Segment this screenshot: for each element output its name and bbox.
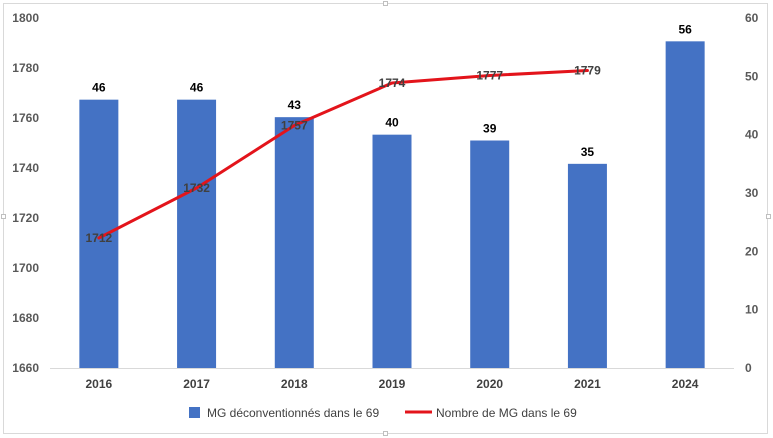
- y-left-tick-label: 1740: [12, 161, 39, 175]
- line-value-label: 1774: [379, 76, 406, 90]
- legend: MG déconventionnés dans le 69 Nombre de …: [189, 406, 577, 420]
- x-axis: 2016 2017 2018 2019 2020 2021 2024: [50, 368, 734, 391]
- x-tick-label: 2021: [574, 377, 601, 391]
- legend-swatch-bar: [189, 407, 200, 418]
- bar-value-label: 46: [92, 81, 106, 95]
- x-tick-label: 2017: [183, 377, 210, 391]
- line-path: [97, 69, 589, 240]
- line-value-label: 1712: [86, 231, 113, 245]
- y-left-tick-label: 1800: [12, 11, 39, 25]
- y-right-tick-label: 60: [745, 11, 759, 25]
- resize-handle-bottom[interactable]: [383, 431, 388, 436]
- resize-handle-right[interactable]: [766, 214, 771, 219]
- y-left-tick-label: 1680: [12, 311, 39, 325]
- y-left-tick-label: 1720: [12, 211, 39, 225]
- y-left-tick-label: 1780: [12, 61, 39, 75]
- bar-2024: [665, 41, 705, 368]
- y-right-tick-label: 30: [745, 186, 759, 200]
- resize-handle-top[interactable]: [383, 1, 388, 6]
- legend-label-line: Nombre de MG dans le 69: [436, 406, 577, 420]
- bar-value-label: 39: [483, 122, 497, 136]
- bar-2017: [177, 99, 217, 369]
- bar-value-label: 43: [288, 98, 302, 112]
- legend-label-bar: MG déconventionnés dans le 69: [207, 406, 379, 420]
- bar-value-label: 46: [190, 81, 204, 95]
- bar-2018: [274, 117, 314, 369]
- bar-series: [79, 41, 705, 369]
- x-tick-label: 2024: [672, 377, 699, 391]
- bar-value-label: 56: [678, 22, 692, 36]
- x-tick-label: 2020: [476, 377, 503, 391]
- line-value-label: 1757: [281, 119, 308, 133]
- y-right-tick-label: 10: [745, 303, 759, 317]
- y-left-tick-label: 1700: [12, 261, 39, 275]
- line-value-label: 1732: [183, 181, 210, 195]
- bar-value-label: 40: [385, 116, 399, 130]
- bar-2020: [470, 140, 510, 368]
- line-series: [97, 69, 589, 240]
- x-tick-label: 2016: [86, 377, 113, 391]
- y-right-tick-label: 50: [745, 69, 759, 83]
- bar-2021: [567, 163, 607, 368]
- x-tick-label: 2018: [281, 377, 308, 391]
- y-left-tick-label: 1660: [12, 361, 39, 375]
- y-axis-right: 0 10 20 30 40 50 60: [745, 11, 759, 375]
- bar-2016: [79, 99, 119, 369]
- line-value-label: 1777: [476, 69, 503, 83]
- y-right-tick-label: 0: [745, 361, 752, 375]
- bar-2019: [372, 134, 412, 368]
- line-value-label: 1779: [574, 64, 601, 78]
- y-right-tick-label: 20: [745, 244, 759, 258]
- bar-value-label: 35: [581, 145, 595, 159]
- y-right-tick-label: 40: [745, 128, 759, 142]
- y-axis-left: 1660 1680 1700 1720 1740 1760 1780 1800: [12, 11, 39, 375]
- data-labels: 46 46 43 40 39 35 56 1712 1732 1757 1774 1777 1779: [86, 22, 693, 245]
- x-tick-label: 2019: [379, 377, 406, 391]
- y-left-tick-label: 1760: [12, 111, 39, 125]
- resize-handle-left[interactable]: [1, 214, 6, 219]
